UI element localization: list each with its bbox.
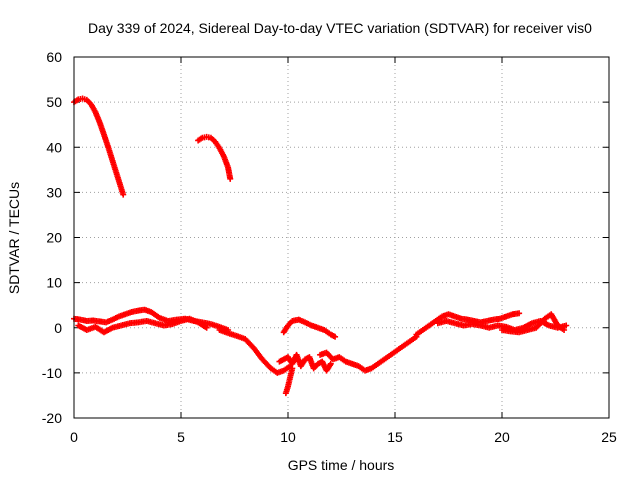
x-tick-label: 20 <box>494 429 510 445</box>
series-cluster-5 <box>282 365 296 397</box>
chart-title: Day 339 of 2024, Sidereal Day-to-day VTE… <box>88 20 592 36</box>
x-axis-label: GPS time / hours <box>288 457 395 473</box>
y-tick-label: -20 <box>42 410 62 426</box>
plot-frame <box>73 56 610 419</box>
data-point <box>561 327 568 334</box>
data-point <box>516 310 523 317</box>
x-tick-label: 15 <box>387 429 403 445</box>
data-point <box>332 333 339 340</box>
series-cluster-7 <box>317 333 420 374</box>
series-cluster-2 <box>75 315 210 336</box>
series-cluster-4 <box>276 351 334 374</box>
x-tick-label: 10 <box>280 429 296 445</box>
y-tick-label: -10 <box>42 365 62 381</box>
y-tick-label: 10 <box>46 275 62 291</box>
series-cluster-6 <box>280 316 339 340</box>
grid-lines <box>74 57 609 418</box>
series-cluster-3 <box>216 327 294 376</box>
series-cluster-10 <box>499 311 568 336</box>
data-point <box>227 175 234 182</box>
y-tick-label: 60 <box>46 49 62 65</box>
y-tick-label: 50 <box>46 94 62 110</box>
series-arc-high-1 <box>71 95 127 198</box>
tick-labels: 0 5 10 15 20 25 -20 -10 0 10 20 30 40 50 60 <box>42 49 617 445</box>
y-tick-label: 30 <box>46 184 62 200</box>
data-point <box>327 360 334 367</box>
data-point <box>563 322 570 329</box>
x-tick-label: 5 <box>177 429 185 445</box>
data-points <box>71 95 570 397</box>
series-cluster-1 <box>71 306 232 334</box>
y-axis-label: SDTVAR / TECUs <box>6 182 22 294</box>
y-tick-label: 0 <box>54 320 62 336</box>
x-tick-label: 0 <box>70 429 78 445</box>
x-tick-label: 25 <box>601 429 617 445</box>
y-tick-label: 20 <box>46 230 62 246</box>
data-point <box>203 324 210 331</box>
series-cluster-9 <box>434 317 570 334</box>
y-tick-label: 40 <box>46 139 62 155</box>
data-point <box>289 365 296 372</box>
data-point <box>120 191 127 198</box>
series-arc-high-2 <box>195 133 234 182</box>
